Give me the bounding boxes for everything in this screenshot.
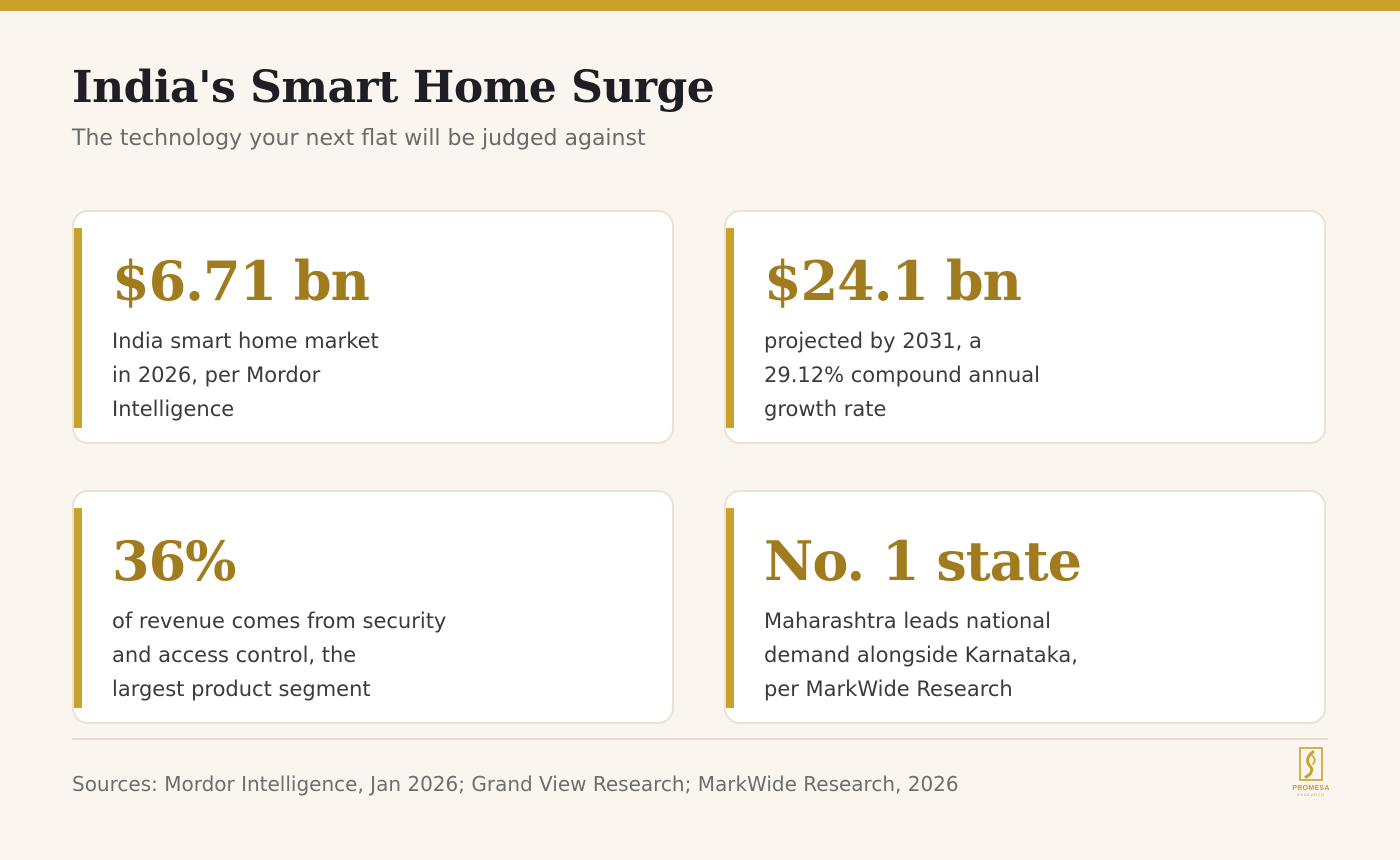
svg-text:PROMESA: PROMESA [1292,785,1330,792]
stat-description-line: largest product segment [112,677,371,701]
stat-description-line: projected by 2031, a [764,329,982,353]
stat-description-line: in 2026, per Mordor [112,363,321,387]
sources-note: Sources: Mordor Intelligence, Jan 2026; … [72,772,959,796]
card-accent-bar [74,228,82,428]
stat-description-line: and access control, the [112,643,357,667]
svg-text:RESEARCH: RESEARCH [1297,793,1325,797]
stat-card-projection: $24.1 bn projected by 2031, a 29.12% com… [724,210,1326,444]
page-subtitle: The technology your next flat will be ju… [72,126,646,151]
stat-description-line: demand alongside Karnataka, [764,643,1078,667]
stat-value: $6.71 bn [112,249,370,313]
card-accent-bar [726,508,734,708]
stat-description-line: Maharashtra leads national [764,609,1052,633]
stat-description-line: of revenue comes from security [112,609,447,633]
stat-value: $24.1 bn [764,249,1022,313]
stat-description-line: Intelligence [112,397,235,421]
card-accent-bar [74,508,82,708]
footer-divider [72,738,1328,740]
stat-description: projected by 2031, a 29.12% compound ann… [764,324,1040,426]
stat-description: India smart home market in 2026, per Mor… [112,324,379,426]
promesa-logo-icon: PROMESA RESEARCH [1292,746,1330,798]
stat-description-line: India smart home market [112,329,379,353]
stat-description: of revenue comes from security and acces… [112,604,446,706]
stat-description-line: per MarkWide Research [764,677,1013,701]
stat-card-top-state: No. 1 state Maharashtra leads national d… [724,490,1326,724]
top-accent-bar [0,0,1400,11]
stat-card-market-size: $6.71 bn India smart home market in 2026… [72,210,674,444]
page-title: India's Smart Home Surge [72,62,715,113]
stat-card-security-share: 36% of revenue comes from security and a… [72,490,674,724]
stat-description-line: 29.12% compound annual [764,363,1040,387]
stat-description-line: growth rate [764,397,887,421]
stat-description: Maharashtra leads national demand alongs… [764,604,1078,706]
card-accent-bar [726,228,734,428]
stat-value: 36% [112,529,236,593]
stat-value: No. 1 state [764,529,1082,593]
